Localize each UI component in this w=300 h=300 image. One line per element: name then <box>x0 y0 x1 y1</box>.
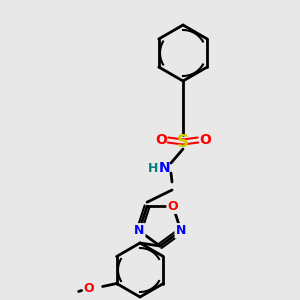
Text: N: N <box>159 161 171 175</box>
Text: S: S <box>177 133 189 151</box>
Text: O: O <box>199 133 211 147</box>
Text: N: N <box>134 224 144 237</box>
Text: O: O <box>83 282 94 295</box>
Text: H: H <box>148 161 158 175</box>
Text: N: N <box>176 224 186 237</box>
Text: O: O <box>168 200 178 213</box>
Text: O: O <box>155 133 167 147</box>
